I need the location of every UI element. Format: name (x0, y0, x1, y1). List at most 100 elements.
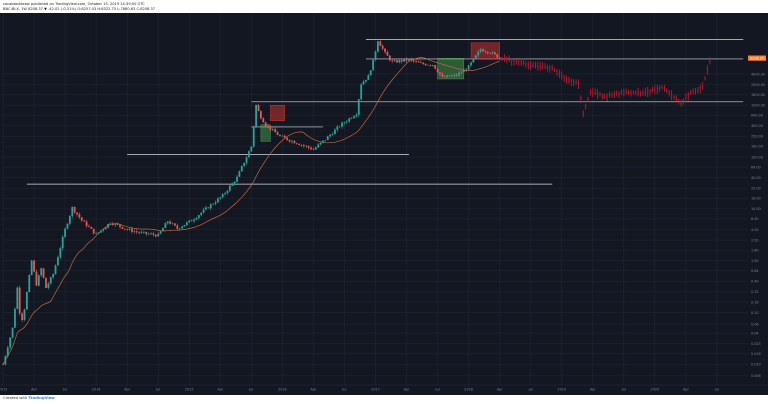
candle-body (419, 62, 422, 63)
candle-body (119, 224, 121, 227)
candle-body (412, 59, 415, 62)
moving-average-line (2, 57, 500, 365)
candle-body (233, 181, 236, 184)
candle-body (76, 212, 78, 215)
candle-body (462, 69, 465, 73)
candle-body (286, 137, 289, 140)
candle-body (453, 74, 456, 76)
current-price-label: 8208.37 (750, 56, 764, 60)
candle-body (298, 143, 300, 146)
candle-body (123, 228, 126, 230)
price-tick-label: 0.016 (751, 352, 761, 356)
price-tick-label: 0.40 (751, 280, 759, 284)
candle-body (147, 233, 150, 235)
price-tick-label: 160.00 (751, 145, 763, 149)
candle-body (252, 126, 255, 147)
candle-body (183, 224, 186, 227)
candle-body (295, 143, 298, 144)
candle-body (498, 57, 501, 59)
time-tick-label: 2019 (557, 388, 566, 392)
price-tick-label: 100.00 (751, 155, 763, 159)
candle-body (18, 287, 21, 314)
price-chart[interactable]: 4000.00 2500.00 1600.00 1000.00 640.00 400.00… (0, 13, 768, 395)
candle-body (348, 118, 351, 122)
symbol-ohlc-line: BNC:BLX, 1W 8208.37 ▼ -42.02 (-0.51%) O:… (3, 7, 156, 11)
projection-bars (501, 54, 711, 118)
candle-body (142, 231, 145, 233)
candle-body (59, 248, 62, 258)
candle-body (205, 207, 207, 210)
candle-body (448, 75, 451, 77)
candle-body (88, 226, 90, 227)
candle-body (357, 99, 360, 115)
candle-body (465, 69, 468, 71)
candle-body (190, 220, 193, 222)
candle-body (243, 162, 246, 167)
candle-body (176, 225, 179, 229)
candle-body (57, 257, 59, 266)
price-tick-label: 25.00 (751, 187, 761, 191)
candle-body (441, 74, 444, 77)
candles (2, 40, 501, 366)
candle-body (159, 231, 162, 234)
candle-body (21, 313, 24, 321)
candle-body (209, 204, 212, 209)
candle-body (145, 231, 148, 234)
candle-body (391, 60, 394, 62)
candle-body (267, 126, 269, 127)
candle-body (40, 268, 43, 276)
candle-body (338, 126, 341, 128)
candle-body (424, 63, 427, 66)
candle-body (429, 64, 432, 66)
candle-body (319, 142, 322, 145)
candle-body (398, 60, 401, 63)
candle-body (472, 58, 475, 63)
candle-body (104, 227, 107, 230)
candle-body (116, 223, 119, 225)
price-tick-label: 400.00 (751, 124, 763, 128)
grid (2, 13, 748, 385)
time-tick-label: Jul (528, 388, 533, 392)
time-tick-label: 2017 (371, 388, 380, 392)
candle-body (140, 232, 143, 233)
candle-body (248, 151, 250, 158)
candle-body (415, 61, 417, 62)
time-tick-label: 2014 (92, 388, 101, 392)
time-tick-label: Apr (404, 388, 410, 392)
time-tick-label: 2018 (464, 388, 473, 392)
candle-body (443, 76, 446, 78)
candle-body (61, 236, 64, 249)
candle-body (396, 60, 398, 63)
publisher-line: cocabbs4deaw published on TradingView.co… (3, 2, 145, 6)
candle-body (336, 126, 339, 130)
candle-body (283, 135, 286, 138)
candle-body (365, 79, 367, 82)
candle-body (30, 260, 33, 276)
time-tick-label: Jul (155, 388, 160, 392)
candle-body (178, 228, 181, 229)
candle-body (493, 52, 496, 55)
candle-body (329, 134, 332, 137)
candle-body (52, 274, 55, 278)
candle-body (386, 51, 389, 56)
candle-body (188, 220, 191, 223)
candle-body (322, 140, 324, 143)
price-tick-label: 6.40 (751, 217, 759, 221)
candle-body (126, 229, 129, 230)
price-axis-bg (748, 13, 768, 395)
candle-body (54, 265, 57, 275)
candle-body (474, 55, 477, 59)
price-tick-label: 640.00 (751, 114, 763, 118)
candle-body (264, 122, 267, 127)
candle-body (467, 65, 470, 70)
candle-body (262, 118, 265, 123)
time-tick-label: 2016 (278, 388, 287, 392)
red-highlight-box (270, 104, 285, 121)
candle-body (80, 217, 83, 221)
price-tick-label: 1.60 (751, 248, 759, 252)
price-tick-label: 2500.00 (751, 83, 765, 87)
candle-body (166, 221, 169, 224)
candle-body (482, 49, 484, 52)
candle-body (174, 223, 176, 226)
green-highlight-box (260, 124, 271, 142)
